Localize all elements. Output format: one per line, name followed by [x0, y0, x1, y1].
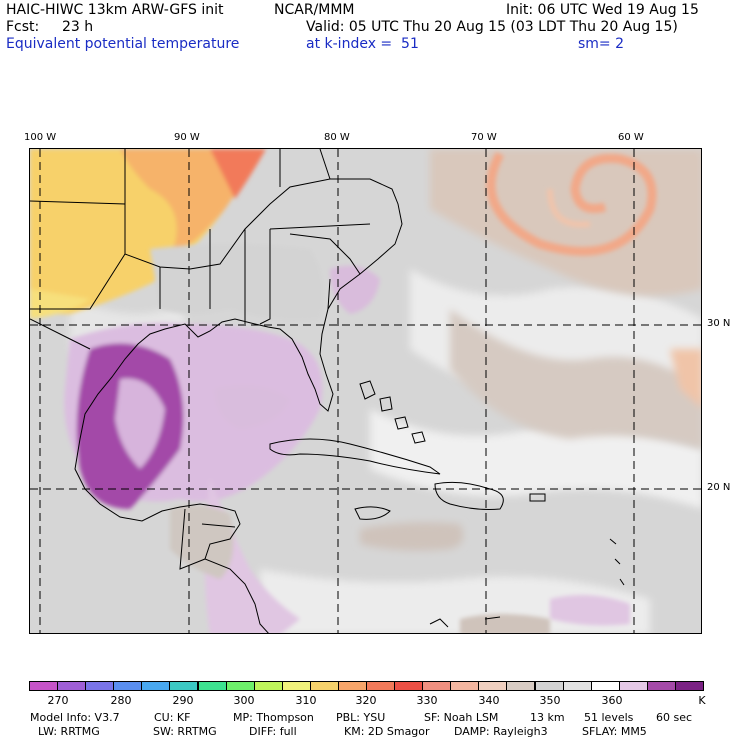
colorbar-swatch — [197, 681, 227, 691]
colorbar-swatch — [309, 681, 339, 691]
smoothing-info: sm= 2 — [578, 36, 625, 52]
colorbar-swatch — [450, 681, 480, 691]
colorbar-swatch — [366, 681, 396, 691]
colorbar-swatch — [422, 681, 452, 691]
colorbar-swatch — [618, 681, 648, 691]
colorbar-swatch — [29, 681, 59, 691]
colorbar-label: 330 — [416, 694, 438, 707]
colorbar-label: 340 — [478, 694, 500, 707]
init-time: Init: 06 UTC Wed 19 Aug 15 — [506, 2, 699, 18]
footer-item: CU: KF — [154, 711, 191, 724]
footer-item: KM: 2D Smagor — [344, 725, 430, 738]
colorbar-swatch — [253, 681, 283, 691]
colorbar-swatch — [394, 681, 424, 691]
colorbar-label: 320 — [355, 694, 377, 707]
colorbar-label: 310 — [295, 694, 317, 707]
colorbar-swatch — [674, 681, 704, 691]
colorbar-swatch — [57, 681, 87, 691]
colorbar-swatch — [506, 681, 536, 691]
colorbar-label: 350 — [539, 694, 561, 707]
lon-label: 60 W — [618, 132, 644, 143]
lon-label: 100 W — [24, 132, 57, 143]
footer-item: DAMP: Rayleigh3 — [454, 725, 548, 738]
colorbar-swatch — [281, 681, 311, 691]
footer-item: DIFF: full — [249, 725, 297, 738]
colorbar-label: 360 — [601, 694, 623, 707]
footer-item: PBL: YSU — [336, 711, 386, 724]
footer-item: 60 sec — [656, 711, 693, 724]
colorbar-swatch — [534, 681, 564, 691]
land-gray-areas — [150, 244, 550, 633]
colorbar-swatch — [169, 681, 199, 691]
colorbar-label: 290 — [172, 694, 194, 707]
colorbar-swatch — [590, 681, 620, 691]
colorbar-label: 270 — [47, 694, 69, 707]
colorbar-swatch — [478, 681, 508, 691]
colorbar-swatch — [337, 681, 367, 691]
colorbar-label: 300 — [233, 694, 255, 707]
footer-item: LW: RRTMG — [38, 725, 100, 738]
lat-label: 30 N — [707, 318, 731, 329]
forecast-label: Fcst: — [6, 19, 40, 35]
lat-lon-grid — [30, 149, 701, 633]
colorbar-unit: K — [698, 694, 706, 707]
level-info: at k-index = 51 — [306, 36, 419, 52]
lat-label: 20 N — [707, 482, 731, 493]
footer-item: Model Info: V3.7 — [30, 711, 120, 724]
colorbar-swatch — [113, 681, 143, 691]
colorbar-swatch — [646, 681, 676, 691]
model-title: HAIC-HIWC 13km ARW-GFS init — [6, 2, 224, 18]
colorbar-swatch — [562, 681, 592, 691]
field-name: Equivalent potential temperature — [6, 36, 240, 52]
political-boundaries — [30, 149, 403, 633]
colorbar-swatch — [225, 681, 255, 691]
forecast-hour: 23 h — [62, 19, 94, 35]
swirl-band — [486, 151, 657, 256]
colorbar-label: 280 — [110, 694, 132, 707]
organization: NCAR/MMM — [274, 2, 355, 18]
warm-air-mass — [30, 149, 266, 319]
map-panel[interactable] — [29, 148, 702, 634]
gulf-moist-air — [64, 265, 630, 633]
colorbar-swatch — [85, 681, 115, 691]
footer-item: SFLAY: MM5 — [582, 725, 647, 738]
footer-item: 51 levels — [584, 711, 634, 724]
map-canvas — [30, 149, 701, 633]
colorbar-swatch — [141, 681, 171, 691]
lon-label: 70 W — [471, 132, 497, 143]
caribbean-islands — [269, 380, 625, 628]
lon-label: 80 W — [324, 132, 350, 143]
footer-item: SW: RRTMG — [153, 725, 217, 738]
footer-item: MP: Thompson — [233, 711, 314, 724]
lon-label: 90 W — [174, 132, 200, 143]
footer-item: 13 km — [530, 711, 565, 724]
valid-time: Valid: 05 UTC Thu 20 Aug 15 (03 LDT Thu … — [306, 19, 678, 35]
footer-item: SF: Noah LSM — [424, 711, 499, 724]
